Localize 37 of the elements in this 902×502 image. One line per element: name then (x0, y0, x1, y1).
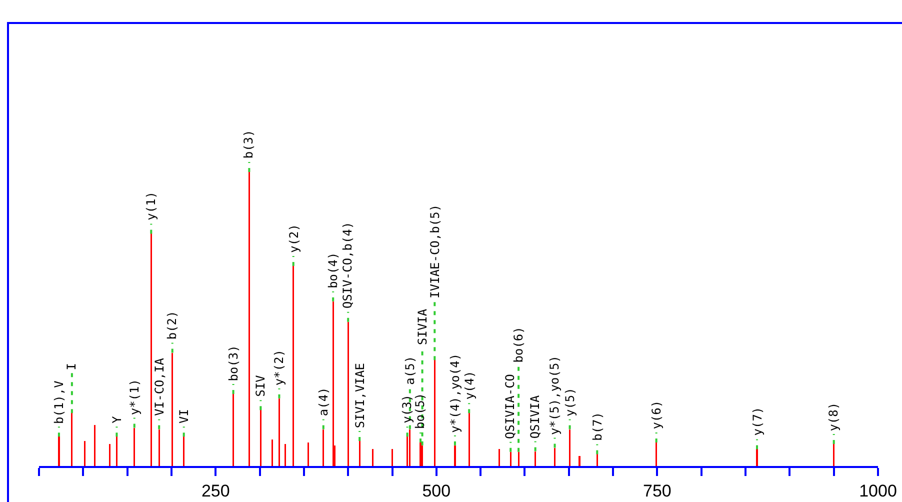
annotation: y(7) (750, 406, 764, 436)
annotation: y(8) (826, 402, 840, 432)
annotation: QSIV-CO,b(4) (340, 222, 355, 309)
annotation: a(5) (403, 356, 418, 385)
annotation: QSIVIA (528, 394, 542, 439)
x-tick-label: 500 (422, 481, 451, 500)
annotation: bo(5) (413, 392, 428, 429)
annotation: y(5) (563, 388, 578, 417)
annotation: y(2) (286, 224, 301, 253)
annotation: VI-CO,IA (152, 357, 166, 416)
annotation: y*(2) (272, 349, 286, 386)
annotation: y(6) (649, 400, 664, 430)
annotation: a(4) (316, 387, 331, 416)
annotation: y*(5),yo(5) (547, 356, 562, 436)
annotation: IVIAE-CO,b(5) (428, 204, 442, 298)
annotation: I (64, 363, 79, 370)
annotation: b(1),V (52, 380, 66, 424)
annotation: y(1) (144, 191, 158, 220)
annotation: Y (110, 415, 124, 424)
annotation: b(2) (165, 310, 180, 340)
annotation: QSIVIA-CO (503, 374, 518, 439)
annotation: y(3) (400, 394, 414, 424)
annotation: bo(6) (511, 326, 526, 363)
annotation: SIVI,VIAE (353, 363, 368, 428)
annotation: bo(3) (226, 345, 240, 382)
x-tick-label: 750 (643, 481, 672, 500)
annotation: bo(4) (326, 252, 340, 288)
annotation: b(3) (242, 130, 256, 159)
x-tick-label: 1000 (859, 481, 897, 500)
annotation: y*(1) (128, 379, 142, 416)
annotation: SIV (254, 375, 268, 397)
x-tick-label: 250 (201, 481, 230, 500)
annotation: SIVIA (416, 308, 430, 345)
annotation: y*(4),yo(4) (448, 353, 462, 433)
annotation: VI (177, 408, 192, 424)
annotation: b(7) (590, 412, 604, 441)
annotation: y(4) (462, 370, 477, 400)
